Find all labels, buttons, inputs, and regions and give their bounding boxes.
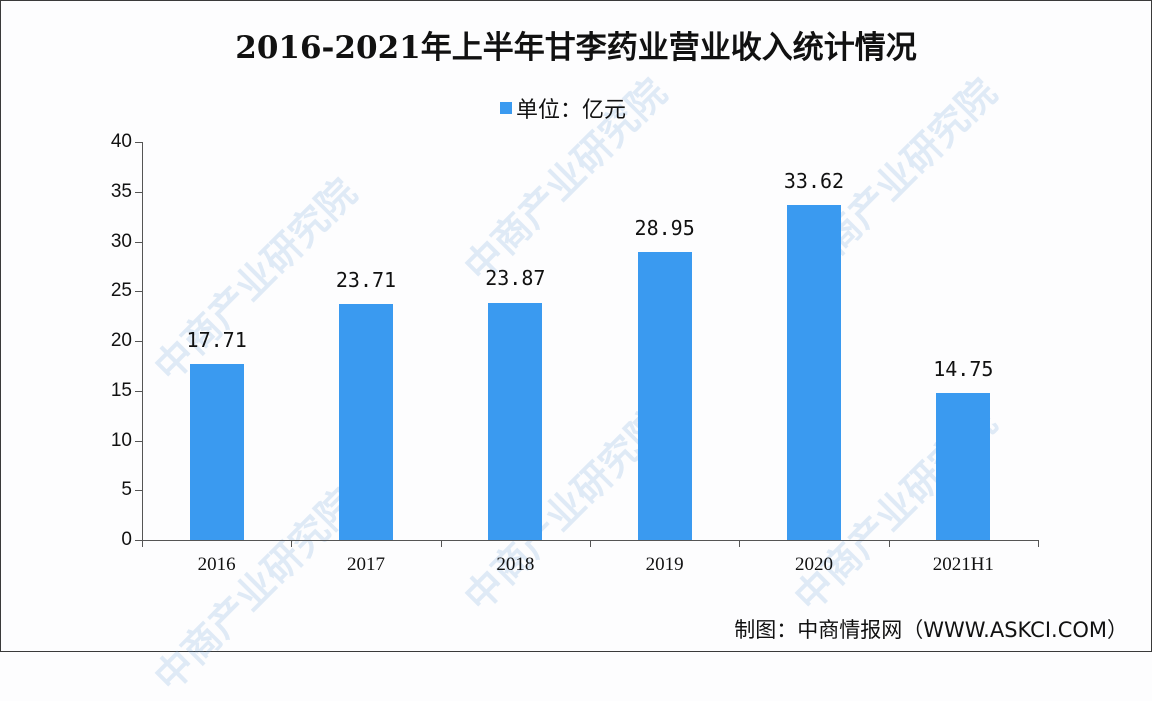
y-tick-label: 25 bbox=[110, 280, 132, 302]
x-tick bbox=[440, 540, 442, 547]
x-tick bbox=[739, 540, 741, 547]
y-tick-label: 30 bbox=[110, 230, 132, 252]
x-tick-label: 2017 bbox=[347, 554, 385, 575]
bar-2019 bbox=[637, 251, 692, 540]
x-tick-label: 2019 bbox=[645, 554, 684, 575]
y-tick bbox=[135, 440, 142, 442]
source-credit: 制图：中商情报网（WWW.ASKCI.COM） bbox=[734, 618, 1128, 642]
x-tick-label: 2020 bbox=[795, 554, 833, 575]
legend-label: 单位：亿元 bbox=[516, 98, 627, 123]
x-tick-label: 2021H1 bbox=[932, 554, 994, 575]
value-label: 23.71 bbox=[335, 268, 397, 293]
y-tick bbox=[135, 241, 142, 243]
y-tick bbox=[135, 540, 142, 541]
value-label: 14.75 bbox=[933, 357, 994, 382]
y-tick bbox=[135, 142, 142, 143]
y-tick-label: 0 bbox=[121, 529, 132, 550]
plot-area: 0 5 10 15 20 25 30 35 40 17.71 2016 23.71 2017 23.87 2… bbox=[111, 131, 1039, 575]
y-tick bbox=[135, 291, 142, 293]
y-tick-label: 40 bbox=[110, 131, 132, 152]
x-tick-label: 2016 bbox=[197, 554, 236, 575]
legend-swatch bbox=[500, 102, 512, 114]
legend: 单位：亿元 bbox=[500, 92, 626, 124]
x-tick-label: 2018 bbox=[496, 554, 535, 575]
y-tick bbox=[135, 390, 142, 392]
x-tick bbox=[888, 540, 890, 547]
value-label: 33.62 bbox=[783, 169, 845, 194]
y-tick bbox=[135, 191, 142, 193]
y-tick-label: 15 bbox=[110, 379, 132, 401]
bar-2021H1 bbox=[936, 393, 991, 540]
y-tick-label: 20 bbox=[110, 330, 132, 351]
y-tick bbox=[135, 490, 142, 492]
y-tick-label: 10 bbox=[110, 429, 132, 451]
value-label: 17.71 bbox=[186, 327, 247, 352]
y-axis bbox=[142, 142, 143, 540]
x-tick bbox=[142, 540, 143, 547]
x-tick bbox=[1038, 540, 1039, 547]
y-tick-label: 5 bbox=[121, 479, 132, 501]
value-label: 23.87 bbox=[485, 266, 546, 291]
x-tick bbox=[291, 540, 293, 547]
bar-2017 bbox=[339, 304, 393, 540]
chart-title: 2016-2021年上半年甘李药业营业收入统计情况 bbox=[235, 30, 917, 66]
bar-2018 bbox=[488, 302, 543, 540]
bar-2020 bbox=[787, 205, 841, 540]
x-tick bbox=[590, 540, 591, 547]
y-tick bbox=[135, 341, 142, 342]
value-label: 28.95 bbox=[634, 215, 695, 240]
y-tick-label: 35 bbox=[110, 180, 132, 202]
bar-2016 bbox=[189, 363, 244, 540]
